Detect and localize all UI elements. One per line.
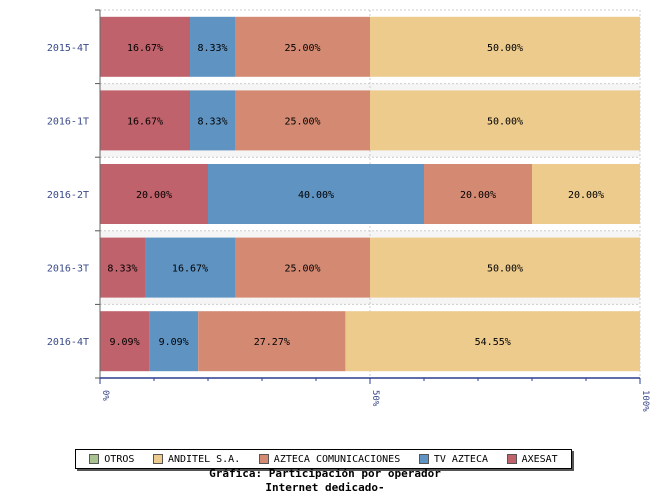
- bar-segment: [235, 90, 370, 151]
- category-label: 2016-1T: [47, 116, 89, 127]
- data-label: 50.00%: [487, 264, 523, 275]
- legend-label: OTROS: [104, 453, 135, 465]
- category-label: 2015-4T: [47, 43, 89, 54]
- chart-legend: OTROS ANDITEL S.A. AZTECA COMUNICACIONES TV…: [75, 449, 572, 469]
- category-label: 2016-2T: [47, 190, 89, 201]
- legend-label: AXESAT: [521, 453, 558, 465]
- legend-swatch: [506, 454, 517, 464]
- data-label: 8.33%: [197, 43, 227, 54]
- category-label: 2016-4T: [47, 337, 89, 348]
- legend-label: ANDITEL S.A.: [167, 453, 241, 465]
- category-label: 2016-3T: [47, 264, 89, 275]
- data-label: 25.00%: [284, 116, 320, 127]
- data-label: 9.09%: [109, 337, 139, 348]
- bar-segment: [424, 164, 532, 224]
- legend-label: TV AZTECA: [433, 453, 488, 465]
- bar-segment: [100, 311, 150, 372]
- data-label: 54.55%: [475, 337, 511, 348]
- bar-segment: [100, 237, 145, 298]
- legend-item: TV AZTECA: [418, 453, 488, 465]
- legend-label: AZTECA COMUNICACIONES: [273, 453, 401, 465]
- bar-segment: [190, 16, 235, 77]
- data-label: 40.00%: [298, 190, 334, 201]
- bar-segment: [532, 164, 640, 224]
- data-label: 50.00%: [487, 116, 523, 127]
- bar-segment: [345, 311, 640, 372]
- legend-item: AXESAT: [506, 453, 558, 465]
- bar-segment: [370, 16, 640, 77]
- bar-segment: [149, 311, 199, 372]
- bar-segment: [235, 16, 370, 77]
- bar-segment: [208, 164, 424, 224]
- bar-segment: [100, 90, 191, 151]
- bar-segment: [190, 90, 235, 151]
- x-tick-label: 50%: [370, 390, 380, 407]
- bar-segment: [235, 237, 370, 298]
- data-label: 20.00%: [136, 190, 172, 201]
- data-label: 20.00%: [568, 190, 604, 201]
- chart-title: Gráfica: Participación por operador: [209, 467, 441, 480]
- legend-swatch: [89, 454, 100, 464]
- x-tick-label: 0%: [100, 390, 110, 401]
- bar-segment: [370, 237, 640, 298]
- data-label: 9.09%: [159, 337, 189, 348]
- data-label: 16.67%: [172, 264, 208, 275]
- bar-segment: [198, 311, 346, 372]
- chart-subtitle: Internet dedicado-: [265, 481, 385, 494]
- bar-segment: [370, 90, 640, 151]
- legend-item: AZTECA COMUNICACIONES: [258, 453, 401, 465]
- data-label: 20.00%: [460, 190, 496, 201]
- legend-item: ANDITEL S.A.: [152, 453, 241, 465]
- data-label: 25.00%: [284, 264, 320, 275]
- bar-segment: [100, 164, 208, 224]
- legend-swatch: [258, 454, 269, 464]
- legend-swatch: [418, 454, 429, 464]
- data-label: 27.27%: [254, 337, 290, 348]
- data-label: 50.00%: [487, 43, 523, 54]
- data-label: 8.33%: [197, 116, 227, 127]
- data-label: 25.00%: [284, 43, 320, 54]
- legend-item: OTROS: [89, 454, 134, 465]
- legend-swatch: [152, 454, 163, 464]
- bar-segment: [100, 16, 191, 77]
- x-tick-label: 100%: [640, 390, 650, 412]
- data-label: 16.67%: [127, 43, 163, 54]
- data-label: 8.33%: [107, 264, 137, 275]
- data-label: 16.67%: [127, 116, 163, 127]
- bar-segment: [144, 237, 235, 298]
